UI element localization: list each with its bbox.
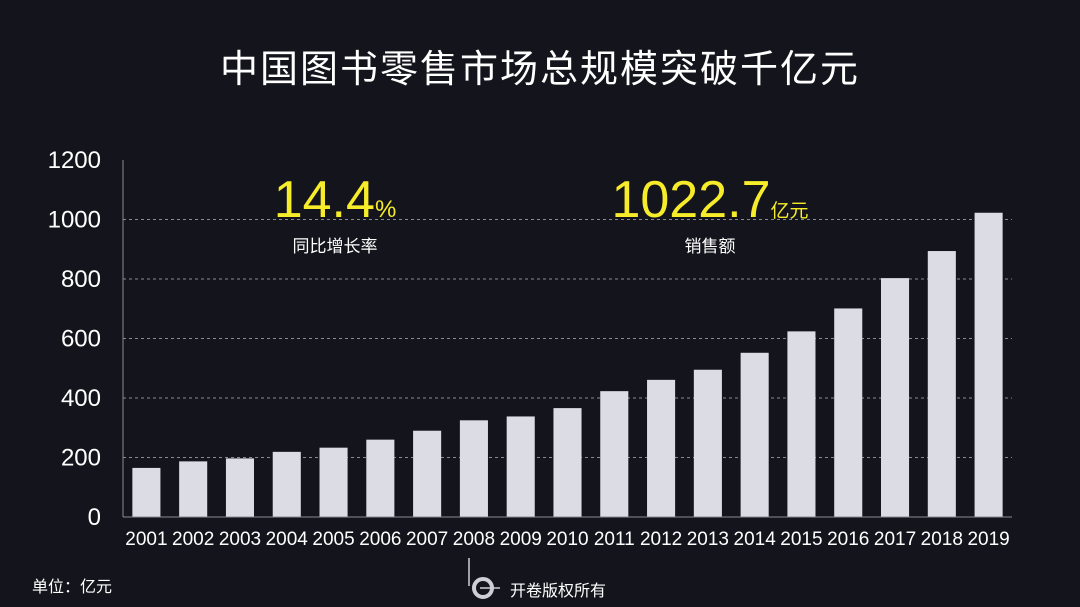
bar-2013 <box>693 369 722 517</box>
x-tick-label: 2015 <box>780 529 822 550</box>
y-tick-label: 200 <box>61 445 101 472</box>
y-tick-label: 800 <box>61 266 101 293</box>
bar-2006 <box>366 439 395 517</box>
x-tick-label: 2010 <box>546 529 588 550</box>
kaijuan-logo-icon <box>468 558 500 599</box>
x-tick-label: 2007 <box>406 529 448 550</box>
chart-title: 中国图书零售市场总规模突破千亿元 <box>219 47 860 91</box>
kpi-sales-unit: 亿元 <box>770 201 809 222</box>
x-tick-label: 2013 <box>687 529 729 550</box>
kpi-growth-value: 14.4 <box>273 171 375 229</box>
y-tick-label: 400 <box>61 385 101 412</box>
x-tick-label: 2019 <box>967 529 1009 550</box>
bar-2007 <box>413 430 442 517</box>
bar-2018 <box>927 251 956 517</box>
x-tick-label: 2002 <box>172 529 214 550</box>
bar-2015 <box>787 331 816 517</box>
y-tick-label: 600 <box>61 326 101 353</box>
bar-2017 <box>880 278 910 517</box>
kpi-sales: 1022.7亿元 销售额 <box>580 170 840 257</box>
bar-2010 <box>553 408 582 517</box>
bar-2016 <box>834 308 863 517</box>
x-tick-label: 2012 <box>640 529 682 550</box>
unit-note: 单位：亿元 <box>32 577 113 596</box>
bar-2011 <box>600 391 629 517</box>
bar-2008 <box>459 420 488 517</box>
x-tick-label: 2011 <box>594 529 635 550</box>
bar-2012 <box>647 379 676 517</box>
x-tick-label: 2006 <box>359 529 401 550</box>
x-tick-label: 2005 <box>312 529 354 550</box>
y-tick-label: 1200 <box>48 147 101 174</box>
x-tick-label: 2016 <box>827 529 869 550</box>
kpi-growth-rate: 14.4% 同比增长率 <box>250 170 420 257</box>
bar-2001 <box>132 467 161 517</box>
kpi-growth-label: 同比增长率 <box>292 237 378 257</box>
bar-2019 <box>974 212 1003 517</box>
bar-2003 <box>225 458 255 517</box>
x-tick-label: 2009 <box>500 529 542 550</box>
kpi-sales-value: 1022.7 <box>611 171 771 229</box>
bar-2005 <box>319 447 348 517</box>
bar-2014 <box>740 352 769 517</box>
kpi-sales-label: 销售额 <box>684 237 736 257</box>
x-tick-label: 2001 <box>125 529 167 550</box>
x-tick-label: 2014 <box>734 529 777 550</box>
x-tick-label: 2003 <box>219 529 261 550</box>
x-tick-label: 2017 <box>874 529 916 550</box>
x-tick-label: 2008 <box>453 529 495 550</box>
x-tick-label: 2004 <box>266 529 309 550</box>
bar-2009 <box>506 416 535 517</box>
x-tick-label: 2018 <box>921 529 963 550</box>
watermark-text: 开卷版权所有 <box>510 581 607 600</box>
y-tick-label: 1000 <box>48 207 101 234</box>
bar-2002 <box>179 461 208 517</box>
y-tick-label: 0 <box>88 504 101 531</box>
kpi-growth-unit: % <box>374 196 397 223</box>
bar-2004 <box>272 451 301 517</box>
